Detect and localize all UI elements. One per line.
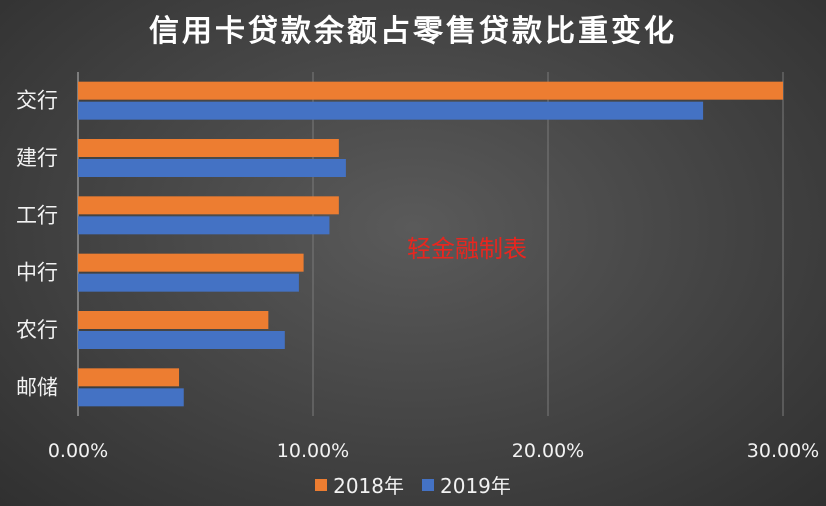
bar-2019 <box>78 216 330 235</box>
category-label: 中行 <box>16 261 58 285</box>
x-tick-label: 30.00% <box>747 440 819 462</box>
gridlines <box>77 72 784 416</box>
legend: 2018年 2019年 <box>0 470 826 499</box>
x-axis-tick-labels: 0.00% 10.00% 20.00% 30.00% <box>48 440 819 462</box>
chart-title: 信用卡贷款余额占零售贷款比重变化 <box>149 14 677 49</box>
legend-label-2019: 2019年 <box>440 474 511 498</box>
bar-2018 <box>78 253 304 272</box>
bar-2018 <box>78 139 339 157</box>
x-tick-label: 0.00% <box>48 440 108 462</box>
bars <box>78 81 783 407</box>
legend-swatch-2018 <box>315 478 328 491</box>
legend-item-2018: 2018年 <box>315 470 404 499</box>
bar-2019 <box>78 159 346 177</box>
bar-2019 <box>78 273 299 292</box>
category-label: 工行 <box>16 203 58 227</box>
legend-label-2018: 2018年 <box>333 474 404 498</box>
x-tick-label: 10.00% <box>277 440 349 462</box>
bar-2018 <box>78 196 339 215</box>
bar-2019 <box>78 331 285 349</box>
category-label: 邮储 <box>16 375 58 399</box>
bar-2018 <box>78 311 269 329</box>
watermark-annotation: 轻金融制表 <box>407 235 527 263</box>
bar-2019 <box>78 101 704 120</box>
x-tick-label: 20.00% <box>512 440 584 462</box>
bar-2019 <box>78 388 184 407</box>
legend-item-2019: 2019年 <box>422 470 511 499</box>
legend-swatch-2019 <box>422 478 434 491</box>
category-label: 交行 <box>16 89 58 113</box>
category-label: 农行 <box>16 318 58 342</box>
bar-2018 <box>78 81 783 100</box>
bar-2018 <box>78 368 180 387</box>
category-label: 建行 <box>16 146 58 170</box>
